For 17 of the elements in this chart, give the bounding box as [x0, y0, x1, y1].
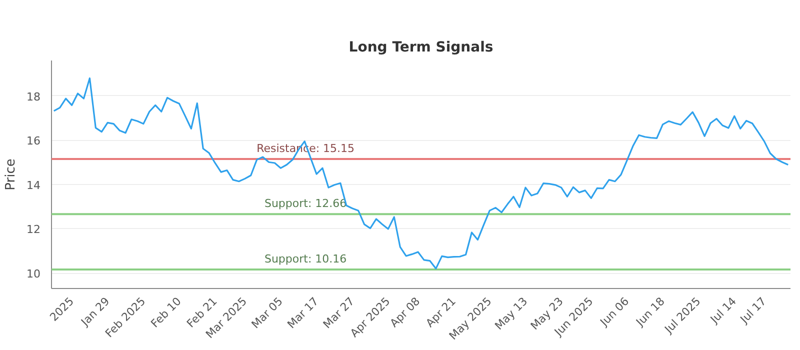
x-tick-label: Feb 10	[148, 294, 184, 330]
ref-line-label: Support: 10.16	[264, 252, 347, 266]
y-tick-label: 16	[26, 134, 41, 148]
x-tick-label: Apr 08	[388, 294, 423, 330]
y-axis-title: Price	[4, 158, 19, 190]
ref-line-label: Support: 12.66	[264, 197, 347, 210]
y-tick-label: 10	[26, 268, 41, 281]
x-tick-label: Jun 06	[597, 294, 632, 330]
x-tick-label: Mar 05	[249, 294, 286, 332]
x-tick-label: Jul 17	[737, 294, 769, 327]
y-tick-label: 18	[26, 90, 41, 104]
y-tick-label: 12	[26, 223, 41, 236]
x-tick-label: Jul 14	[707, 294, 739, 327]
x-tick-label: Mar 17	[284, 294, 322, 332]
line-series	[53, 77, 789, 270]
y-tick-label: 14	[26, 178, 41, 192]
chart-title: Long Term Signals	[348, 40, 494, 56]
